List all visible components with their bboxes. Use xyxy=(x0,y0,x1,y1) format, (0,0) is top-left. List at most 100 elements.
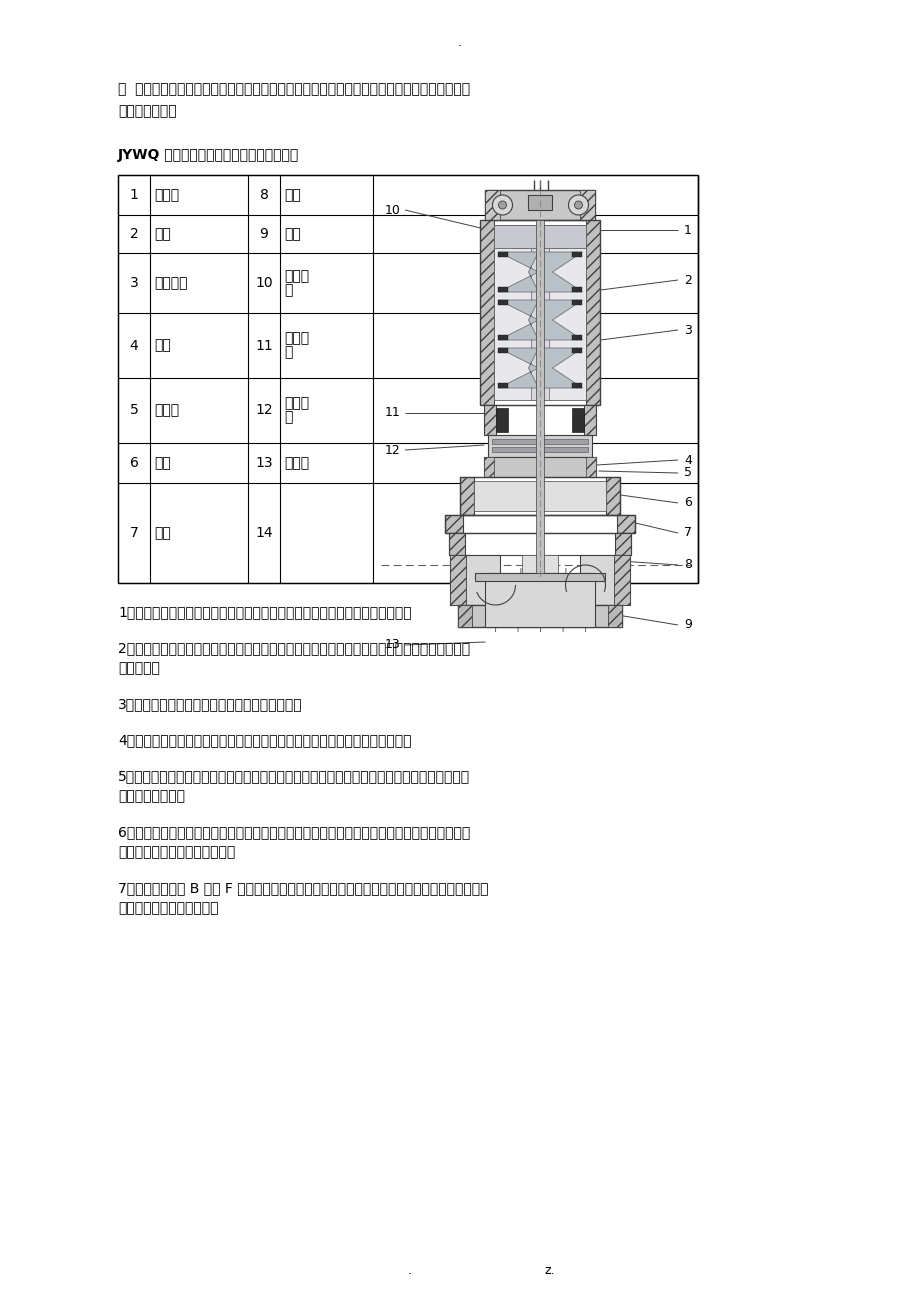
Text: z.: z. xyxy=(544,1263,555,1276)
Text: 司可配全自动平安保护控制柜。: 司可配全自动平安保护控制柜。 xyxy=(118,845,235,859)
Bar xyxy=(528,195,552,210)
Bar xyxy=(485,190,595,220)
Text: 底座: 底座 xyxy=(284,187,301,202)
Polygon shape xyxy=(498,253,538,292)
Text: 控制电: 控制电 xyxy=(284,270,309,283)
Circle shape xyxy=(573,201,582,210)
Bar xyxy=(606,477,619,516)
Bar xyxy=(586,220,600,405)
Text: 副叶轮: 副叶轮 xyxy=(153,404,179,418)
Text: 11: 11 xyxy=(385,406,401,419)
Bar xyxy=(572,383,582,388)
Bar xyxy=(449,533,465,555)
Text: 轴承的使用寿命。: 轴承的使用寿命。 xyxy=(118,789,185,803)
Text: 9: 9 xyxy=(259,227,268,241)
Text: 机械密: 机械密 xyxy=(284,397,309,410)
Polygon shape xyxy=(542,348,582,388)
Text: 4: 4 xyxy=(684,453,691,466)
Bar xyxy=(445,516,463,533)
Bar xyxy=(498,299,508,305)
Text: 7: 7 xyxy=(683,526,691,539)
Text: 2: 2 xyxy=(130,227,138,241)
Bar xyxy=(450,555,500,605)
Text: 6、泵连线腔内没有漏水检测探头，出现漏水时，探头发出信号，控制系统对泵实施保护，本公: 6、泵连线腔内没有漏水检测探头，出现漏水时，探头发出信号，控制系统对泵实施保护，… xyxy=(118,825,470,838)
Text: 机壳: 机壳 xyxy=(153,227,171,241)
Text: 5、副叶轮构造的流体动力密封，既有辅助密封作用，从而保护机械密封，又平衡轴向力，延长: 5、副叶轮构造的流体动力密封，既有辅助密封作用，从而保护机械密封，又平衡轴向力，… xyxy=(118,769,470,783)
Bar xyxy=(496,408,508,432)
Bar xyxy=(584,405,596,435)
Text: 14: 14 xyxy=(255,526,273,540)
Text: 叶轮: 叶轮 xyxy=(153,456,171,470)
Text: 13: 13 xyxy=(255,456,273,470)
Text: 8: 8 xyxy=(259,187,268,202)
Text: 3: 3 xyxy=(684,323,691,336)
Text: 1、采用独特的双流道无堵塞叶轮构造，提高污水污物的过流能力和排污能力。: 1、采用独特的双流道无堵塞叶轮构造，提高污水污物的过流能力和排污能力。 xyxy=(118,605,411,618)
Text: JYWQ 潜水自动搅匀排污泵构造图及特点：: JYWQ 潜水自动搅匀排污泵构造图及特点： xyxy=(118,148,299,161)
Text: 1: 1 xyxy=(684,224,691,237)
Bar xyxy=(485,190,500,220)
Bar xyxy=(494,225,586,400)
Bar xyxy=(572,335,582,340)
Text: 隔板: 隔板 xyxy=(284,227,301,241)
Bar xyxy=(480,220,494,405)
Text: .: . xyxy=(407,1263,412,1276)
Bar xyxy=(484,405,596,435)
Text: 为可靠之产品。: 为可靠之产品。 xyxy=(118,104,176,118)
Text: 4、机械密封为双端面机械密封，长期处于油室中，保证水泵平安可靠地运行。: 4、机械密封为双端面机械密封，长期处于油室中，保证水泵平安可靠地运行。 xyxy=(118,733,411,747)
Text: 2: 2 xyxy=(684,273,691,286)
Text: 11: 11 xyxy=(255,339,273,353)
Text: 缆: 缆 xyxy=(284,283,292,297)
Text: 13: 13 xyxy=(385,638,401,651)
Text: 9: 9 xyxy=(684,618,691,631)
Circle shape xyxy=(498,201,506,210)
Bar xyxy=(458,605,472,628)
Bar xyxy=(488,435,592,457)
Bar xyxy=(498,286,508,292)
Text: 封: 封 xyxy=(284,410,292,424)
Text: 主电缆: 主电缆 xyxy=(153,187,179,202)
Bar xyxy=(458,605,622,628)
Text: 3、隔板将底座一分为二，搅拌与进水互不影响。: 3、隔板将底座一分为二，搅拌与进水互不影响。 xyxy=(118,697,302,711)
Bar xyxy=(536,220,544,573)
Text: 泵体: 泵体 xyxy=(153,526,171,540)
Bar xyxy=(484,457,596,477)
Bar xyxy=(492,439,588,444)
Text: 内循环套: 内循环套 xyxy=(153,276,187,290)
Bar xyxy=(586,457,596,477)
Text: 12: 12 xyxy=(255,404,273,418)
Bar xyxy=(460,477,619,516)
Text: 油箱: 油箱 xyxy=(153,339,171,353)
Circle shape xyxy=(568,195,588,215)
Bar xyxy=(572,348,582,353)
Bar xyxy=(484,457,494,477)
Bar xyxy=(572,299,582,305)
Bar xyxy=(498,383,508,388)
Text: 1: 1 xyxy=(130,187,138,202)
Text: 10: 10 xyxy=(385,203,401,216)
Bar xyxy=(615,533,630,555)
Bar xyxy=(118,174,698,583)
Bar xyxy=(449,533,630,555)
Bar xyxy=(484,405,496,435)
Bar xyxy=(580,190,595,220)
Text: 12: 12 xyxy=(385,444,401,457)
Bar xyxy=(445,516,635,533)
Bar xyxy=(572,286,582,292)
Polygon shape xyxy=(542,253,582,292)
Text: 3: 3 xyxy=(130,276,138,290)
Text: 7、电机定子采用 B 级和 F 级绝缘，内设热保护器，当电机过载发热，保护器及时作出动作，对: 7、电机定子采用 B 级和 F 级绝缘，内设热保护器，当电机过载发热，保护器及时… xyxy=(118,881,488,894)
Text: 注  用户如有特殊的介质、温度等要求，请要订货时注明输送介质详细情况，以便本公司提供更: 注 用户如有特殊的介质、温度等要求，请要订货时注明输送介质详细情况，以便本公司提… xyxy=(118,82,470,96)
Text: 6: 6 xyxy=(684,496,691,509)
Text: 5: 5 xyxy=(130,404,138,418)
Bar xyxy=(580,555,630,605)
Bar xyxy=(572,408,584,432)
Text: 4: 4 xyxy=(130,339,138,353)
Bar xyxy=(498,335,508,340)
Bar xyxy=(531,247,549,400)
Bar xyxy=(494,225,586,247)
Text: 头: 头 xyxy=(284,345,292,359)
Bar xyxy=(607,605,622,628)
Bar xyxy=(492,447,588,452)
Text: 油水控: 油水控 xyxy=(284,332,309,345)
Text: 6: 6 xyxy=(130,456,138,470)
